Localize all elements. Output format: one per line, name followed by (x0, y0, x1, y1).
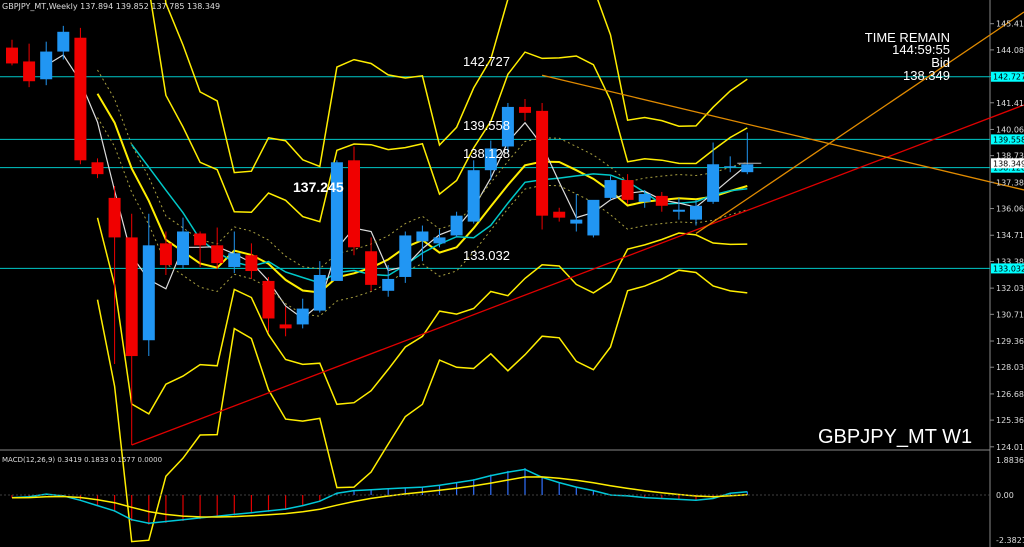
level-label-142727: 142.727 (463, 54, 510, 69)
axis-tick-label: 144.085 (996, 46, 1024, 55)
time-remain-label: TIME REMAIN (864, 30, 950, 45)
trendline-support (131, 104, 1024, 446)
candle-body (142, 245, 155, 341)
candle-body (365, 251, 378, 285)
trendline-channel (695, 11, 1024, 235)
macd-tick-label: 1.8836 (996, 456, 1024, 465)
axis-tick-label: 138.735 (996, 152, 1024, 161)
candle-body (707, 164, 720, 202)
candle-body (553, 211, 566, 218)
band-middle (96, 93, 748, 294)
level-tag (991, 71, 1024, 82)
axis-tick-label: 137.385 (996, 178, 1024, 187)
candle-body (655, 195, 668, 206)
axis-tick-label: 140.060 (996, 125, 1024, 134)
axis-tick-label: 125.360 (996, 416, 1024, 425)
candle-body (74, 37, 87, 161)
candle-body (279, 324, 292, 329)
macd-panel (0, 450, 990, 547)
level-tag (991, 263, 1024, 274)
axis-tick-label: 133.385 (996, 257, 1024, 266)
band-lower-outer (96, 269, 748, 543)
level-label-133032: 133.032 (463, 248, 510, 263)
candle-body (228, 253, 241, 268)
candle-body (638, 193, 651, 202)
axis-tick-label: 134.710 (996, 231, 1024, 240)
candle-body (672, 209, 685, 212)
macd-tick-label: 0.00 (996, 491, 1014, 500)
candle-body (245, 255, 258, 272)
macd-header: MACD(12,26,9) 0.3419 0.1833 0.1577 0.000… (2, 456, 163, 464)
candle-body (313, 274, 326, 311)
candle-body (296, 308, 309, 325)
candle-body (536, 110, 549, 216)
trendline-resistance (541, 74, 1024, 191)
candle-body (211, 245, 224, 264)
price-marker-label: 137.245 (293, 179, 344, 195)
axis-tick-label: 141.410 (996, 99, 1024, 108)
candle-body (570, 219, 583, 224)
candle-body (159, 243, 172, 266)
axis-tick-label: 126.685 (996, 390, 1024, 399)
candle-body (177, 231, 189, 266)
candle-body (40, 51, 53, 80)
candle-body (587, 199, 600, 236)
candle-body (484, 148, 497, 171)
time-remain-value: 144:59:55 (892, 42, 950, 57)
level-label-138128: 138.128 (463, 146, 510, 161)
candle-body (57, 31, 70, 52)
level-label-139558: 139.558 (463, 118, 510, 133)
envelope-lower (97, 117, 748, 317)
current-price-tag-text: 138.349 (993, 159, 1024, 168)
axis-tick-label: 145.410 (996, 20, 1024, 29)
axis-tick-label: 128.035 (996, 363, 1024, 372)
axis-tick-label: 129.360 (996, 337, 1024, 346)
candle-body (621, 180, 634, 200)
band-upper-outer (164, 0, 748, 174)
candle-body (382, 278, 395, 291)
candle-body (604, 180, 617, 198)
level-tag-text: 133.032 (993, 264, 1024, 273)
candle-body (724, 166, 737, 168)
symbol-label: GBPJPY_MT W1 (818, 426, 973, 448)
candle-body (330, 162, 343, 281)
macd-line (11, 468, 748, 524)
axis-tick-label: 124.010 (996, 443, 1024, 452)
chart-header: GBPJPY_MT,Weekly 137.894 139.852 137.785… (2, 2, 221, 11)
candle-body (91, 162, 104, 175)
candle-body (467, 170, 480, 222)
macd-tick-label: -2.3821 (996, 536, 1024, 545)
candle-body (108, 197, 121, 238)
bid-label: Bid (931, 55, 950, 70)
candle-body (690, 205, 702, 220)
axis-tick-label: 136.060 (996, 205, 1024, 214)
axis-tick-label: 130.710 (996, 310, 1024, 319)
candle-body (262, 280, 275, 319)
candle-body (741, 164, 754, 173)
macd-signal-line (11, 476, 748, 518)
level-tag-text: 139.558 (993, 135, 1024, 144)
candle-body (416, 231, 429, 242)
bid-value: 138.349 (903, 68, 950, 83)
candle-body (348, 160, 360, 248)
level-tag (991, 134, 1024, 145)
axis-tick-label: 132.035 (996, 284, 1024, 293)
band-lower-inner (96, 217, 748, 415)
candle-body (399, 235, 412, 277)
candle-body (501, 106, 514, 147)
candle-body (433, 237, 446, 244)
level-tag-text: 142.727 (993, 73, 1024, 82)
candle-body (450, 215, 463, 236)
current-price-tag (991, 158, 1024, 169)
band-upper-inner (149, 0, 748, 223)
candle-body (23, 61, 36, 82)
candle-body (6, 47, 18, 64)
candle-body (125, 237, 138, 357)
candle-body (519, 106, 531, 113)
candle-body (194, 233, 207, 246)
